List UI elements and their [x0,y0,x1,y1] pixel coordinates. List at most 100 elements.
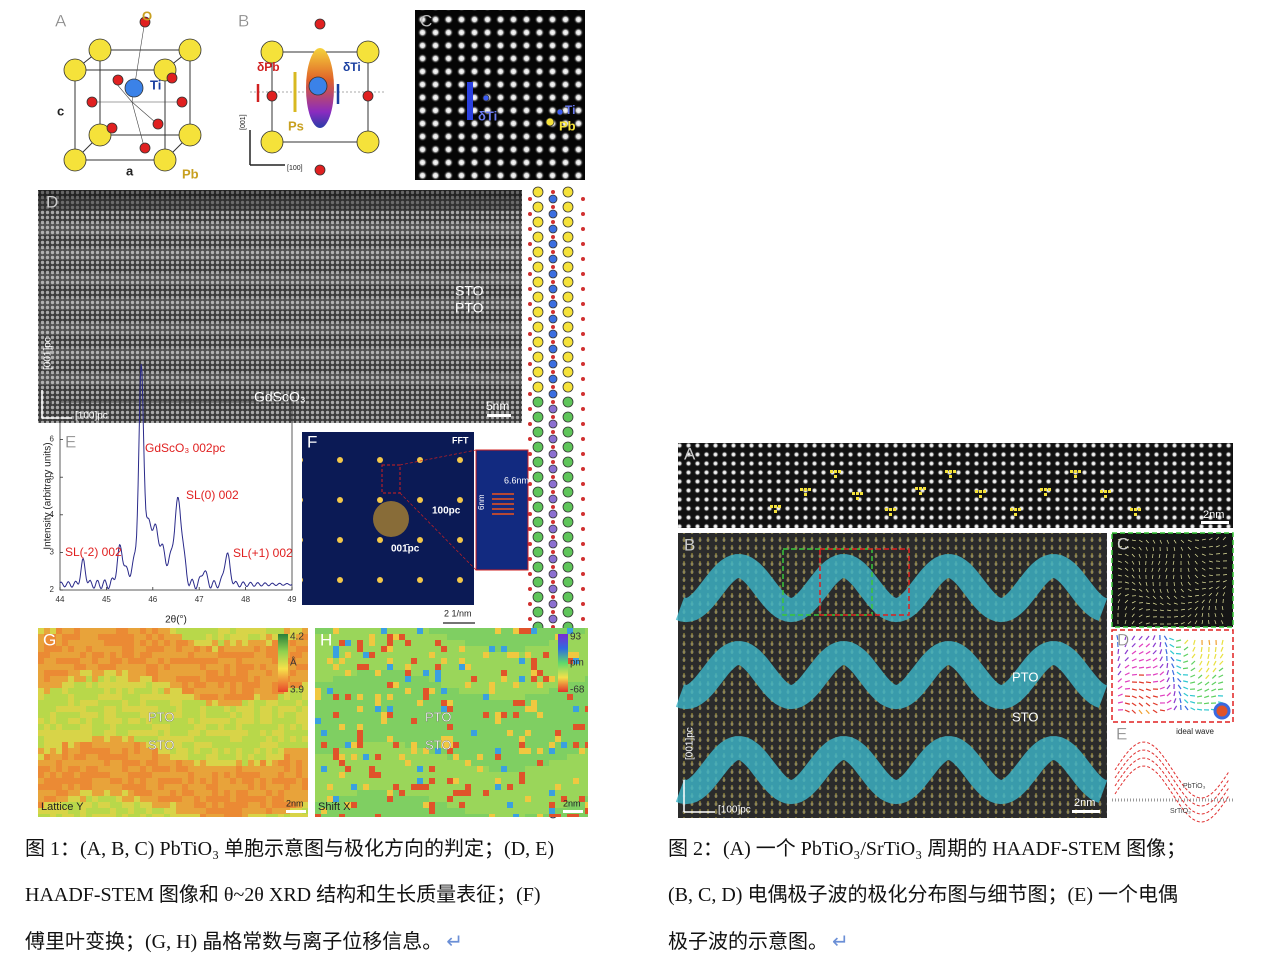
label: 6nm [477,494,486,510]
map-pixel [254,688,260,694]
map-pixel [62,634,68,640]
map-pixel [579,802,585,808]
map-pixel [327,796,333,802]
arrow [1183,660,1189,664]
map-pixel [573,754,579,760]
map-pixel [254,724,260,730]
map-pixel [573,670,579,676]
map-pixel [585,712,588,718]
map-pixel [429,652,435,658]
map-pixel [206,802,212,808]
map-pixel [140,808,146,814]
map-pixel [284,766,290,772]
arrow [1159,641,1162,648]
arrow [1145,650,1151,655]
map-pixel [74,646,80,652]
scale-bar [1072,810,1100,813]
dipole-marker [949,475,952,478]
map-pixel [525,736,531,742]
map-pixel [158,670,164,676]
label: [001]pc [43,337,54,370]
map-pixel [272,778,278,784]
map-pixel [567,664,573,670]
map-pixel [393,628,399,634]
map-pixel [369,742,375,748]
map-pixel [188,634,194,640]
label: 2nm [1203,509,1224,521]
map-pixel [585,766,588,772]
map-pixel [393,664,399,670]
dipole-marker [1104,490,1107,493]
map-pixel [405,670,411,676]
map-pixel [441,652,447,658]
map-pixel [296,718,302,724]
arrow [1173,623,1179,625]
map-pixel [188,724,194,730]
map-pixel [453,634,459,640]
map-pixel [369,664,375,670]
map-pixel [411,664,417,670]
map-pixel [116,682,122,688]
map-pixel [80,730,86,736]
map-pixel [417,766,423,772]
map-pixel [429,814,435,817]
map-pixel [405,688,411,694]
map-pixel [531,724,537,730]
map-pixel [363,760,369,766]
map-pixel [260,784,266,790]
map-pixel [525,676,531,682]
map-pixel [212,808,218,814]
map-pixel [176,772,182,778]
map-pixel [296,742,302,748]
map-pixel [447,640,453,646]
map-pixel [290,718,296,724]
arrow [1124,642,1128,648]
map-pixel [375,646,381,652]
map-pixel [321,718,327,724]
map-pixel [423,718,429,724]
map-pixel [158,796,164,802]
map-pixel [453,670,459,676]
map-pixel [435,652,441,658]
arrow [1212,667,1217,673]
map-pixel [567,700,573,706]
map-pixel [146,706,152,712]
map-pixel [242,706,248,712]
map-pixel [194,652,200,658]
map-pixel [471,658,477,664]
map-pixel [471,724,477,730]
map-pixel [561,718,567,724]
map-pixel [567,682,573,688]
map-pixel [513,664,519,670]
map-pixel [170,652,176,658]
map-pixel [579,766,585,772]
arrow [1170,656,1175,662]
arrow [1124,657,1129,662]
map-pixel [272,814,278,817]
map-pixel [116,802,122,808]
arrow [1166,539,1170,544]
map-pixel [74,700,80,706]
map-pixel [248,628,254,634]
map-pixel [86,646,92,652]
map-pixel [284,742,290,748]
map-pixel [501,712,507,718]
map-pixel [411,694,417,700]
map-pixel [44,634,50,640]
map-pixel [290,658,296,664]
map-pixel [465,760,471,766]
map-pixel [543,742,549,748]
atom [482,94,490,102]
arrow [1131,635,1136,641]
map-pixel [164,760,170,766]
map-pixel [212,700,218,706]
map-pixel [369,712,375,718]
map-pixel [104,790,110,796]
map-pixel [429,760,435,766]
atom [581,257,585,261]
atom [532,441,544,453]
map-pixel [128,784,134,790]
map-pixel [405,742,411,748]
map-pixel [236,640,242,646]
arrow [1138,588,1143,592]
